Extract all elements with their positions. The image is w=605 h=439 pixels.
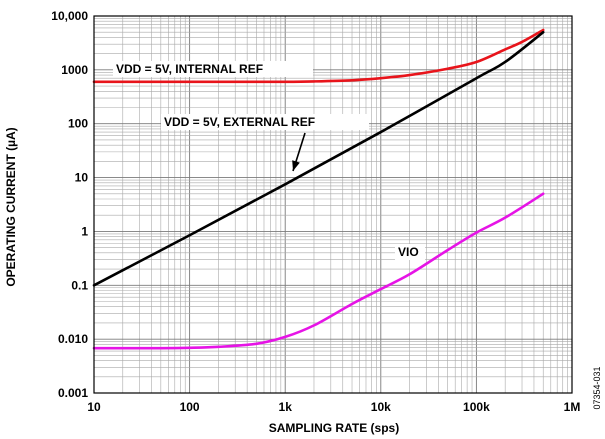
annotation-background <box>161 114 369 130</box>
x-tick-label: 100k <box>463 400 490 414</box>
x-tick-label: 100 <box>180 400 200 414</box>
x-tick-label: 10k <box>371 400 391 414</box>
x-tick-label: 1k <box>279 400 293 414</box>
y-axis-title: OPERATING CURRENT (µA) <box>4 127 18 286</box>
figure-id: 07354-031 <box>592 366 602 409</box>
y-tick-label: 0.001 <box>58 386 88 400</box>
x-tick-labels: 10 100 1k 10k 100k 1M <box>87 400 580 414</box>
y-tick-label: 1000 <box>61 63 88 77</box>
y-tick-label: 10 <box>75 171 89 185</box>
annotations: VDD = 5V, INTERNAL REF VDD = 5V, EXTERNAL… <box>113 61 425 260</box>
y-tick-label: 1 <box>81 224 88 238</box>
y-tick-label: 10,000 <box>51 9 88 23</box>
annotation-label: VDD = 5V, EXTERNAL REF <box>164 115 315 129</box>
y-tick-labels: 0.001 0.010 0.1 1 10 100 1000 10,000 <box>51 9 88 400</box>
series-lines <box>92 28 545 350</box>
grid <box>94 16 572 393</box>
plot-frame <box>93 15 573 394</box>
series-line-vdd-5v-external-ref <box>92 30 545 287</box>
x-tick-label: 1M <box>564 400 581 414</box>
annotation-background <box>395 244 425 260</box>
series-line-vdd-5v-internal-ref <box>92 28 545 84</box>
y-tick-label: 0.1 <box>71 278 88 292</box>
series-line-vio <box>92 192 545 350</box>
annotation-arrowhead <box>292 160 300 171</box>
y-tick-label: 0.010 <box>58 332 88 346</box>
y-tick-label: 100 <box>68 117 88 131</box>
annotation-label: VDD = 5V, INTERNAL REF <box>116 62 263 76</box>
annotation-label: VIO <box>398 245 419 259</box>
x-tick-label: 10 <box>87 400 101 414</box>
x-axis-title: SAMPLING RATE (sps) <box>269 421 399 435</box>
annotation-background <box>113 61 313 77</box>
